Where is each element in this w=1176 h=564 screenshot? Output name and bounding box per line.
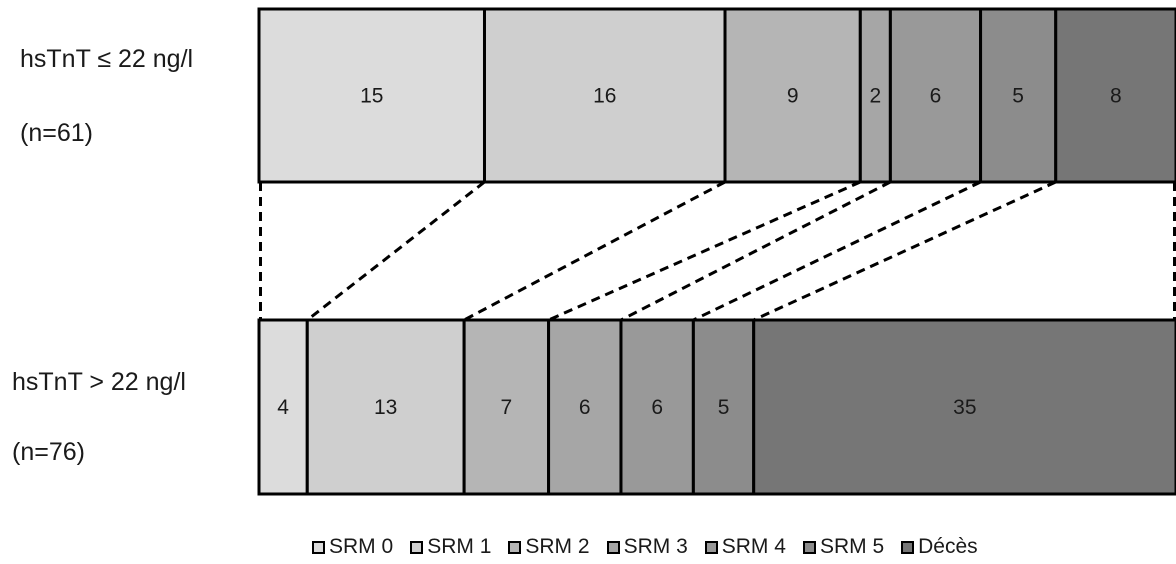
row-2-label: hsTnT > 22 ng/l bbox=[12, 368, 186, 396]
row-2-sublabel: (n=76) bbox=[12, 438, 85, 466]
data-label-row1-6: 5 bbox=[1012, 85, 1024, 108]
bar-segment-row1-srm-0 bbox=[257, 7, 486, 184]
legend-label: SRM 4 bbox=[721, 535, 786, 558]
legend-item: Décès bbox=[901, 535, 978, 559]
data-label-row2-5: 6 bbox=[651, 396, 663, 419]
data-label-row1-3: 9 bbox=[787, 85, 799, 108]
legend-swatch bbox=[802, 540, 816, 554]
connector-line-3 bbox=[547, 180, 861, 322]
row-1-sublabel: (n=61) bbox=[20, 119, 93, 147]
legend-item: SRM 2 bbox=[508, 535, 590, 559]
data-label-row2-3: 7 bbox=[501, 396, 513, 419]
data-label-row2-6: 5 bbox=[718, 396, 730, 419]
legend-swatch bbox=[901, 540, 915, 554]
data-label-row2-4: 6 bbox=[579, 396, 591, 419]
bar-segment-row1-srm-3 bbox=[858, 7, 892, 184]
legend-swatch bbox=[606, 540, 620, 554]
legend-label: SRM 5 bbox=[819, 535, 885, 558]
data-label-row1-7: 8 bbox=[1110, 85, 1122, 108]
stacked-bar-plot: 15 16 9 2 6 5 8 4 13 7 6 6 5 35 bbox=[257, 7, 1176, 496]
legend-label: SRM 3 bbox=[623, 535, 688, 558]
data-label-row1-1: 15 bbox=[360, 85, 383, 108]
bar-segment-row1-décès bbox=[1054, 7, 1176, 184]
legend-item: SRM 3 bbox=[606, 535, 688, 559]
bar-segment-row1-srm-4 bbox=[888, 7, 983, 184]
data-label-row1-2: 16 bbox=[593, 85, 616, 108]
bar-segment-row2-srm-2 bbox=[462, 318, 551, 496]
bar-segment-row2-décès bbox=[752, 318, 1176, 496]
data-label-row2-2: 13 bbox=[374, 396, 397, 419]
legend-item: SRM 5 bbox=[802, 535, 885, 559]
bar-segment-row2-srm-5 bbox=[691, 318, 756, 496]
connector-line-1 bbox=[306, 180, 486, 322]
connector-line-5 bbox=[692, 180, 982, 322]
data-label-row1-5: 6 bbox=[930, 85, 942, 108]
legend-label: SRM 0 bbox=[329, 535, 394, 558]
legend-swatch bbox=[704, 540, 718, 554]
legend-item: SRM 0 bbox=[312, 535, 393, 559]
data-label-row1-4: 2 bbox=[870, 85, 882, 108]
legend-swatch bbox=[410, 540, 424, 554]
legend-item: SRM 1 bbox=[410, 535, 491, 559]
legend: SRM 0 SRM 1 SRM 2 SRM 3 SRM 4 SRM 5 Décès bbox=[312, 534, 995, 560]
legend-label: Décès bbox=[918, 535, 978, 558]
legend-swatch bbox=[312, 540, 325, 554]
data-label-row2-1: 4 bbox=[277, 396, 289, 419]
data-label-row2-7: 35 bbox=[953, 396, 976, 419]
legend-label: SRM 2 bbox=[525, 535, 590, 558]
legend-swatch bbox=[508, 540, 522, 554]
legend-item: SRM 4 bbox=[704, 535, 786, 559]
bar-segment-row1-srm-5 bbox=[979, 7, 1058, 184]
row-1-label: hsTnT ≤ 22 ng/l bbox=[20, 45, 194, 73]
bar-segment-row1-srm-2 bbox=[723, 7, 862, 184]
legend-label: SRM 1 bbox=[427, 535, 492, 558]
connector-line-4 bbox=[620, 180, 892, 322]
bar-segment-row2-srm-1 bbox=[305, 318, 466, 496]
connector-line-2 bbox=[463, 180, 726, 322]
connector-line-6 bbox=[753, 180, 1057, 322]
bar-segment-row2-srm-3 bbox=[547, 318, 623, 496]
bar-segment-row1-srm-1 bbox=[482, 7, 727, 184]
